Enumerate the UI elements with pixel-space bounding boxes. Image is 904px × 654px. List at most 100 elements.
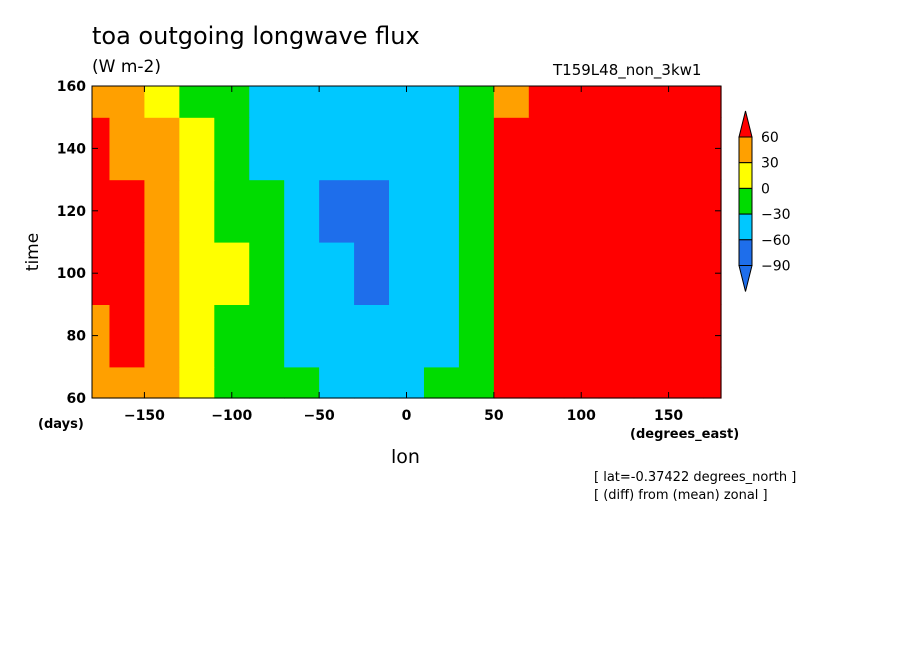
heatmap-cell — [703, 304, 722, 368]
heatmap-cell — [284, 179, 320, 243]
diff-note: [ (diff) from (mean) zonal ] — [594, 488, 768, 503]
heatmap-cell — [389, 242, 425, 305]
heatmap-cell — [668, 366, 705, 399]
heatmap-cell — [458, 86, 495, 118]
heatmap-cell — [284, 117, 320, 181]
heatmap-cell — [92, 117, 111, 181]
chart-title: toa outgoing longwave flux — [92, 22, 420, 50]
x-tick-label: 50 — [484, 408, 504, 424]
heatmap-cell — [633, 117, 670, 181]
colorbar-label: 60 — [761, 130, 779, 146]
heatmap-cell — [458, 179, 495, 243]
heatmap-cell — [319, 117, 355, 181]
heatmap-cell — [109, 366, 146, 399]
heatmap-cell — [668, 179, 705, 243]
heatmap-cell — [92, 242, 111, 305]
heatmap-cell — [528, 117, 565, 181]
heatmap-cell — [249, 304, 285, 368]
heatmap-cell — [633, 242, 670, 305]
heatmap-cell — [354, 366, 390, 399]
heatmap-cell — [633, 86, 670, 118]
heatmap-cell — [598, 304, 635, 368]
heatmap-cell — [493, 242, 530, 305]
heatmap-cell — [92, 86, 111, 118]
heatmap-cell — [354, 304, 390, 368]
x-tick-label: 150 — [654, 408, 683, 424]
heatmap-cell — [319, 304, 355, 368]
heatmap-cell — [493, 86, 530, 118]
colorbar-label: 30 — [761, 156, 779, 172]
heatmap-cell — [423, 366, 460, 399]
x-tick-label: −150 — [124, 408, 165, 424]
run-name: T159L48_non_3kw1 — [553, 61, 702, 79]
heatmap-cell — [493, 304, 530, 368]
heatmap-cell — [249, 366, 285, 399]
heatmap-cell — [598, 242, 635, 305]
heatmap-cell — [284, 86, 320, 118]
heatmap-cell — [179, 304, 215, 368]
heatmap-cell — [249, 242, 285, 305]
heatmap-cell — [92, 304, 111, 368]
heatmap-cell — [319, 366, 355, 399]
heatmap-cell — [703, 117, 722, 181]
y-tick-label: 160 — [57, 79, 86, 95]
colorbar-box — [738, 187, 753, 215]
colorbar-box — [738, 213, 753, 241]
heatmap-cell — [249, 179, 285, 243]
heatmap-cell — [319, 242, 355, 305]
heatmap-cell — [423, 242, 460, 305]
heatmap-cell — [458, 117, 495, 181]
heatmap-cell — [214, 304, 250, 368]
heatmap-cell — [703, 179, 722, 243]
heatmap-cell — [179, 366, 215, 399]
heatmap-cell — [598, 179, 635, 243]
heatmap-cell — [179, 242, 215, 305]
heatmap-cell — [528, 242, 565, 305]
y-tick-label: 80 — [67, 329, 87, 345]
colorbar-extend-top — [738, 110, 753, 138]
heatmap-cell — [528, 304, 565, 368]
heatmap-cell — [493, 117, 530, 181]
heatmap-cell — [703, 242, 722, 305]
heatmap-cell — [109, 242, 146, 305]
chart-units: (W m-2) — [92, 57, 161, 77]
heatmap-cell — [633, 304, 670, 368]
heatmap-cell — [668, 86, 705, 118]
heatmap-cell — [249, 117, 285, 181]
y-axis-ticks: 60 80 100 120 140 160 — [57, 79, 721, 407]
colorbar-extend-bottom — [738, 265, 753, 292]
heatmap-cell — [423, 304, 460, 368]
heatmap-cell — [284, 366, 320, 399]
heatmap-cell — [144, 304, 180, 368]
heatmap-cell — [284, 242, 320, 305]
colorbar: 60 30 0 −30 −60 −90 — [738, 110, 791, 292]
heatmap-cell — [423, 86, 460, 118]
colorbar-label: −90 — [761, 259, 791, 275]
y-tick-label: 100 — [57, 266, 86, 282]
x-tick-label: −100 — [211, 408, 252, 424]
y-tick-label: 120 — [57, 204, 86, 220]
heatmap-cell — [458, 366, 495, 399]
heatmap-cell — [144, 366, 180, 399]
heatmap-cell — [179, 86, 215, 118]
x-axis-ticks: −150 −100 −50 0 50 100 150 — [124, 86, 683, 424]
heatmap-cell — [144, 117, 180, 181]
y-tick-label: 140 — [57, 141, 86, 157]
heatmap-cell — [109, 117, 146, 181]
heatmap-cell — [528, 179, 565, 243]
heatmap-cell — [458, 304, 495, 368]
heatmap-cell — [214, 117, 250, 181]
heatmap-cell — [109, 86, 146, 118]
y-tick-label: 60 — [67, 391, 87, 407]
colorbar-box — [738, 239, 753, 267]
heatmap-cell — [703, 366, 722, 399]
heatmap-cell — [528, 86, 565, 118]
heatmap-cell — [92, 179, 111, 243]
heatmap-cell — [389, 117, 425, 181]
heatmap-cell — [598, 86, 635, 118]
x-tick-label: 0 — [402, 408, 412, 424]
colorbar-box — [738, 162, 753, 189]
heatmap-cell — [249, 86, 285, 118]
heatmap-cell — [179, 179, 215, 243]
heatmap-cell — [423, 117, 460, 181]
